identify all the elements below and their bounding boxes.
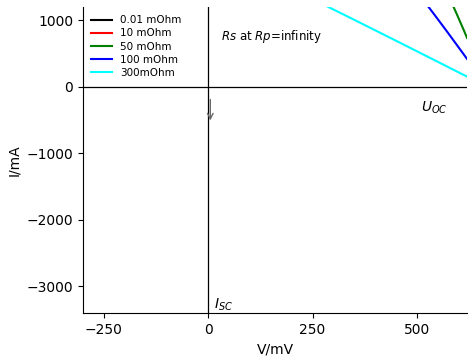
Text: $I_{SC}$: $I_{SC}$ [214,296,234,313]
X-axis label: V/mV: V/mV [256,342,293,356]
Legend: 0.01 mOhm, 10 mOhm, 50 mOhm, 100 mOhm, 300mOhm: 0.01 mOhm, 10 mOhm, 50 mOhm, 100 mOhm, 3… [88,12,185,81]
Text: $Rs$ at $Rp$=infinity: $Rs$ at $Rp$=infinity [221,28,322,45]
Y-axis label: I/mA: I/mA [7,144,21,176]
Text: $U_{OC}$: $U_{OC}$ [421,100,448,117]
